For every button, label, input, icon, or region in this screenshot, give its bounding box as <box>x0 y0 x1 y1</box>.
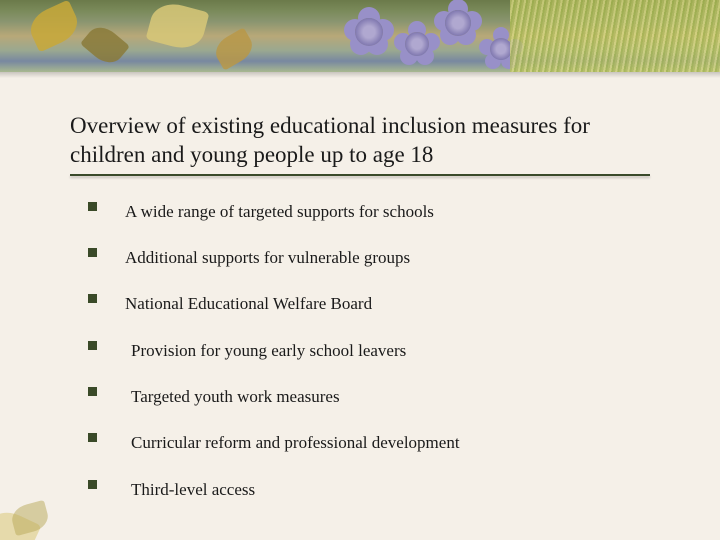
list-item: A wide range of targeted supports for sc… <box>70 202 650 222</box>
grass-texture <box>510 0 720 72</box>
slide-title: Overview of existing educational inclusi… <box>70 112 650 170</box>
list-item-label: National Educational Welfare Board <box>125 294 372 314</box>
list-item: Provision for young early school leavers <box>70 341 650 361</box>
list-item-label: Provision for young early school leavers <box>131 341 406 361</box>
list-item-label: Targeted youth work measures <box>131 387 340 407</box>
list-item: Third-level access <box>70 480 650 500</box>
decorative-banner <box>0 0 720 72</box>
square-bullet-icon <box>88 294 97 303</box>
leaf-icon <box>9 500 51 536</box>
square-bullet-icon <box>88 341 97 350</box>
leaf-icon <box>25 0 84 52</box>
list-item-label: Curricular reform and professional devel… <box>131 433 460 453</box>
square-bullet-icon <box>88 248 97 257</box>
list-item: National Educational Welfare Board <box>70 294 650 314</box>
square-bullet-icon <box>88 202 97 211</box>
square-bullet-icon <box>88 433 97 442</box>
list-item: Curricular reform and professional devel… <box>70 433 650 453</box>
title-underline <box>70 174 650 176</box>
leaf-icon <box>146 0 210 53</box>
list-item-label: Third-level access <box>131 480 255 500</box>
list-item-label: Additional supports for vulnerable group… <box>125 248 410 268</box>
leaf-icon <box>80 21 130 70</box>
flower-icon <box>445 10 471 36</box>
list-item-label: A wide range of targeted supports for sc… <box>125 202 434 222</box>
banner-shadow <box>0 72 720 78</box>
list-item: Additional supports for vulnerable group… <box>70 248 650 268</box>
square-bullet-icon <box>88 480 97 489</box>
leaf-icon <box>211 27 258 70</box>
corner-decoration <box>0 480 60 540</box>
flower-icon <box>355 18 383 46</box>
flower-icon <box>405 32 429 56</box>
list-item: Targeted youth work measures <box>70 387 650 407</box>
flower-icon <box>490 38 512 60</box>
bullet-list: A wide range of targeted supports for sc… <box>70 202 650 501</box>
square-bullet-icon <box>88 387 97 396</box>
slide-content: Overview of existing educational inclusi… <box>40 92 680 520</box>
